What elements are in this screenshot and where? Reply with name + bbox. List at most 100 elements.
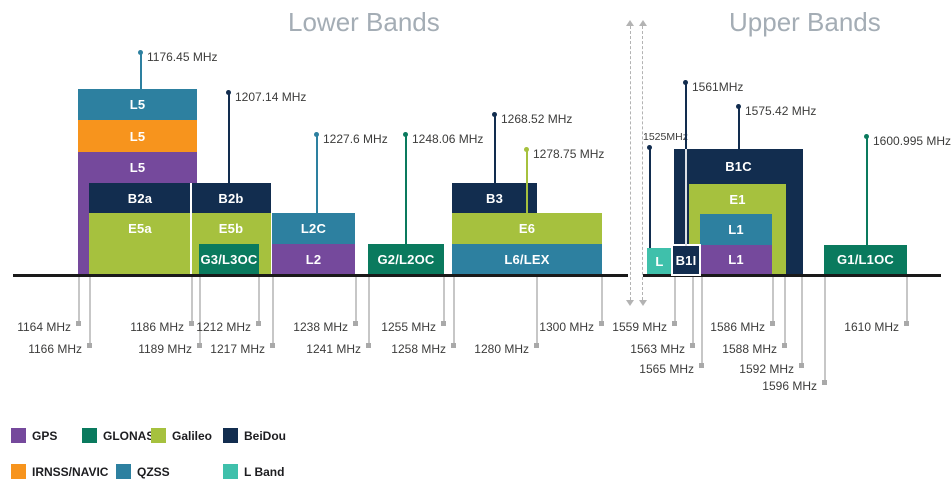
band-block-l1: L1: [700, 214, 772, 245]
tick-line: [824, 277, 826, 382]
band-label: L6/LEX: [504, 251, 550, 267]
callout-leader-line: [494, 114, 496, 183]
callout-frequency-label: 1561MHz: [692, 80, 744, 94]
tick-marker-icon: [533, 343, 539, 348]
tick-line: [453, 277, 455, 345]
tick-marker-icon: [903, 321, 909, 326]
band-label: L1: [728, 222, 744, 237]
tick-frequency-label: 1212 MHz: [196, 320, 251, 334]
tick-frequency-label: 1238 MHz: [293, 320, 348, 334]
band-label: L: [655, 253, 664, 269]
tick-line: [692, 277, 694, 345]
tick-frequency-label: 1241 MHz: [306, 342, 361, 356]
tick-marker-icon: [781, 343, 787, 348]
band-label: L5: [129, 128, 146, 144]
band-block-l2: L2: [272, 244, 355, 274]
band-label: B2a: [127, 190, 153, 206]
tick-marker-icon: [352, 321, 358, 326]
tick-line: [191, 277, 193, 323]
callout-leader-line-overlay: [685, 149, 687, 246]
legend-swatch-gps: [11, 428, 26, 443]
legend-swatch-galileo: [151, 428, 166, 443]
callout-frequency-label: 1575.42 MHz: [745, 104, 817, 118]
callout-frequency-label: 1268.52 MHz: [501, 112, 573, 126]
tick-frequency-label: 1255 MHz: [381, 320, 436, 334]
callout-frequency-label: 1278.75 MHz: [533, 147, 605, 161]
legend-label-qzss: QZSS: [137, 465, 170, 479]
tick-line: [272, 277, 274, 345]
callout-leader-line: [738, 106, 740, 149]
legend-swatch-qzss: [116, 464, 131, 479]
band-label: G1/L1OC: [836, 252, 895, 267]
callout-leader-line: [316, 134, 318, 213]
callout-dot-icon: [491, 111, 497, 117]
legend-label-galileo: Galileo: [172, 429, 213, 443]
band-block-l5: L5: [78, 120, 197, 152]
band-label: B1I: [675, 252, 697, 268]
band-label: B3: [485, 190, 504, 206]
band-block-l2c: L2C: [272, 213, 355, 244]
band-block-b2a: B2a: [89, 183, 191, 213]
band-label: G2/L2OC: [377, 251, 435, 267]
tick-marker-icon: [86, 343, 92, 348]
tick-marker-icon: [440, 321, 446, 326]
callout-dot-icon: [863, 133, 869, 139]
band-label: E1: [729, 191, 746, 207]
band-block-b2b: B2b: [191, 183, 271, 213]
band-block-b1i: B1I: [673, 246, 699, 274]
tick-frequency-label: 1300 MHz: [539, 320, 594, 334]
axis-break-arrow-down-icon: [626, 300, 634, 306]
tick-line: [801, 277, 803, 365]
frequency-axis-line: [643, 274, 941, 277]
band-separator: [190, 183, 192, 274]
band-block-e6: E6: [452, 213, 602, 244]
callout-frequency-label: 1176.45 MHz: [147, 50, 218, 64]
legend-label-gps: GPS: [32, 429, 58, 443]
tick-frequency-label: 1565 MHz: [639, 362, 694, 376]
band-label: G3/L3OC: [200, 251, 258, 267]
tick-marker-icon: [196, 343, 202, 348]
band-label: B1C: [725, 159, 752, 174]
callout-frequency-label: 1227.6 MHz: [323, 132, 388, 146]
band-label: L1: [728, 252, 744, 267]
legend-swatch-glonass: [82, 428, 97, 443]
legend-label-glonass: GLONASS: [103, 429, 163, 443]
callout-dot-icon: [313, 131, 319, 137]
legend-label-irnss: IRNSS/NAVIC: [32, 465, 109, 479]
band-block-l6-lex: L6/LEX: [452, 244, 602, 274]
tick-marker-icon: [598, 321, 604, 326]
tick-marker-icon: [255, 321, 261, 326]
tick-frequency-label: 1280 MHz: [474, 342, 529, 356]
legend-label-beidou: BeiDou: [244, 429, 286, 443]
legend-swatch-lband: [223, 464, 238, 479]
band-block-l1: L1: [700, 245, 772, 274]
callout-dot-icon: [735, 103, 741, 109]
tick-line: [89, 277, 91, 345]
band-label: L5: [129, 97, 146, 112]
callout-dot-icon: [523, 146, 529, 152]
tick-marker-icon: [365, 343, 371, 348]
band-label: L5: [129, 160, 146, 175]
tick-marker-icon: [769, 321, 775, 326]
tick-marker-icon: [671, 321, 677, 326]
axis-break-line: [626, 20, 634, 306]
tick-line: [906, 277, 908, 323]
tick-line: [536, 277, 538, 345]
tick-line: [674, 277, 676, 323]
tick-frequency-label: 1592 MHz: [739, 362, 794, 376]
callout-frequency-label: 1525MHz: [643, 131, 688, 143]
tick-line: [701, 277, 703, 365]
tick-frequency-label: 1588 MHz: [722, 342, 777, 356]
legend-swatch-beidou: [223, 428, 238, 443]
band-block-e5a: E5a: [89, 213, 191, 274]
band-block-l: L: [647, 248, 672, 274]
tick-marker-icon: [798, 363, 804, 368]
tick-line: [355, 277, 357, 323]
callout-frequency-label: 1248.06 MHz: [412, 132, 484, 146]
tick-marker-icon: [689, 343, 695, 348]
callout-dot-icon: [682, 79, 688, 85]
frequency-axis-line: [13, 274, 628, 277]
callout-frequency-label: 1207.14 MHz: [235, 90, 307, 104]
tick-line: [368, 277, 370, 345]
